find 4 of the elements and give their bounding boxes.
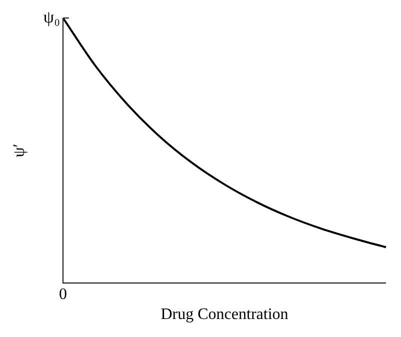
text: ψ₀ (43, 7, 60, 26)
x-axis-title: Drug Concentration (160, 306, 288, 324)
text: 0 (59, 286, 67, 304)
y-axis-title: ψ′ (11, 144, 28, 158)
